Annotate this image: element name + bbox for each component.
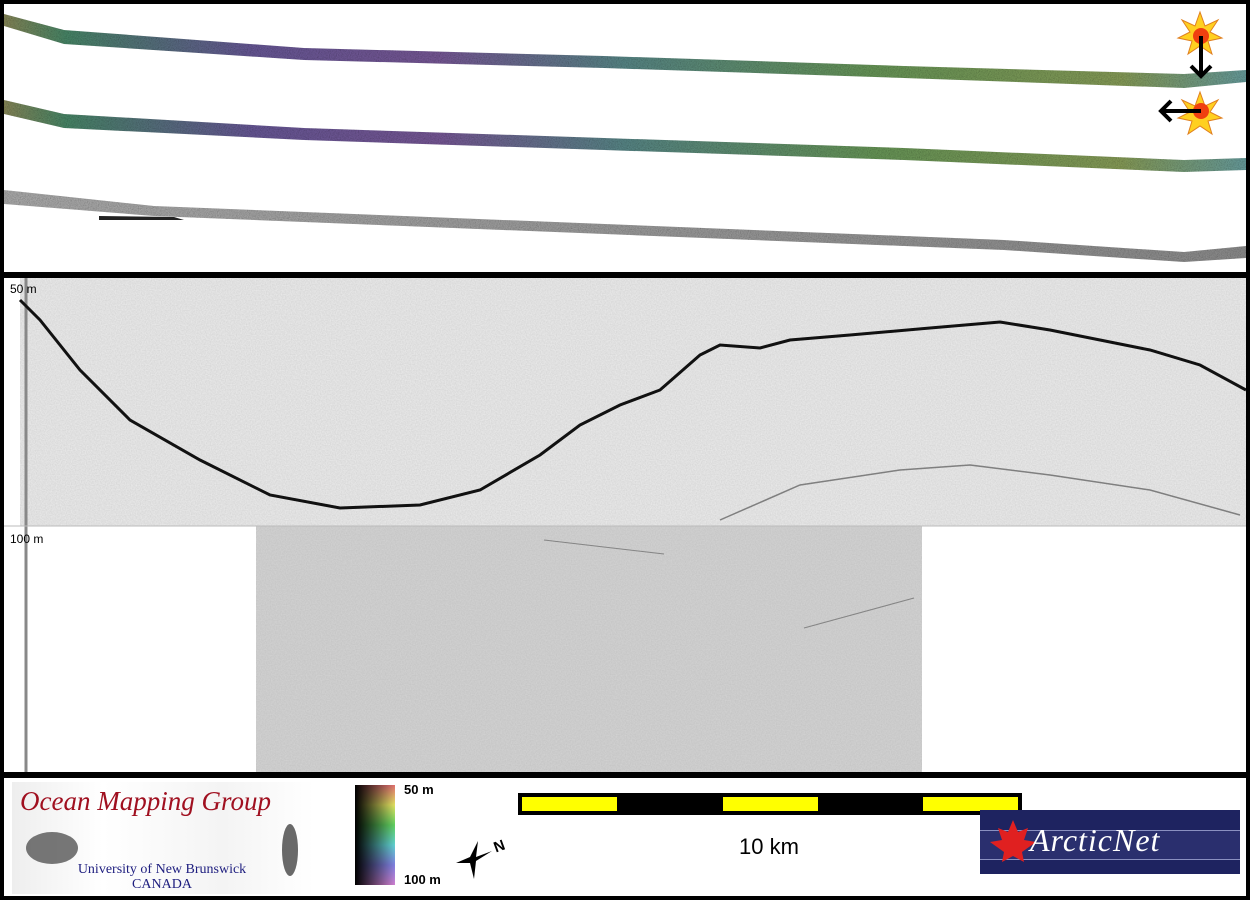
arcticnet-logo-text: ArcticNet [1030, 822, 1161, 858]
seismic-profile-panel: 50 m 100 m [4, 278, 1246, 772]
backscatter-strip [4, 190, 1246, 262]
swath-panel [4, 4, 1246, 272]
omg-logo-title: Ocean Mapping Group [20, 786, 271, 816]
depth-label-mid: 100 m [10, 532, 44, 546]
swath-strip-2 [4, 100, 1246, 172]
scale-bar-label: 10 km [739, 834, 799, 859]
depth-colorbar [355, 785, 395, 885]
ocean-mapping-group-logo: Ocean Mapping Group University of New Br… [12, 782, 314, 894]
arrow-left-icon [1158, 99, 1201, 123]
seafloor-reflector [18, 298, 1246, 510]
omg-logo-imagery [26, 824, 298, 876]
scale-bar [518, 793, 1022, 815]
colorbar-top-label: 50 m [404, 782, 434, 797]
seismic-profile [4, 278, 1246, 772]
dark-patch [99, 216, 184, 220]
swath-strips [4, 10, 1246, 262]
colorbar-bottom-label: 100 m [404, 872, 441, 887]
subbottom-reflector [719, 464, 1241, 521]
omg-logo-subtitle: University of New Brunswick CANADA [32, 862, 292, 892]
north-arrow-icon [456, 841, 492, 879]
omg-logo-line1: University of New Brunswick [77, 862, 247, 877]
depth-label-top: 50 m [10, 282, 37, 296]
arrow-down-icon [1189, 36, 1213, 79]
omg-logo-line2: CANADA [132, 877, 192, 892]
arcticnet-logo: ArcticNet [980, 810, 1240, 874]
scale-segment [522, 797, 617, 811]
maple-leaf-icon [990, 820, 1036, 862]
scale-segment [723, 797, 818, 811]
swath-strip-1 [4, 14, 1246, 88]
legend-panel: Ocean Mapping Group University of New Br… [4, 778, 1246, 896]
scale-segment [923, 797, 1018, 811]
